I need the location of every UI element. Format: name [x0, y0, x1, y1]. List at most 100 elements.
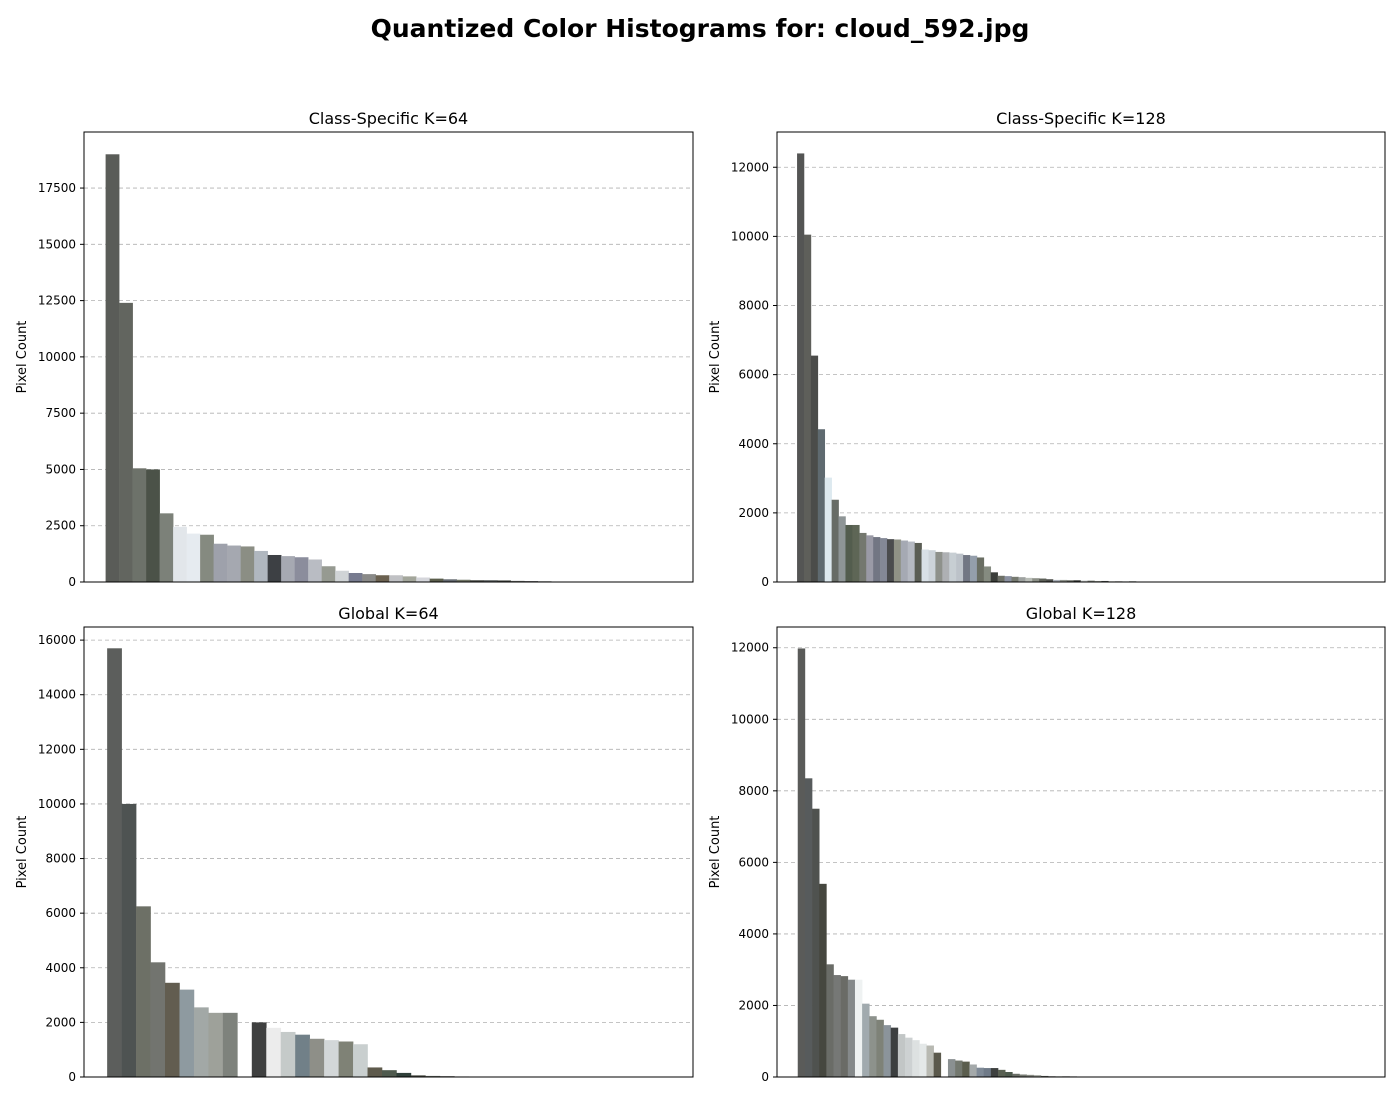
- histogram-bar: [949, 552, 957, 582]
- histogram-bar: [308, 559, 322, 582]
- histogram-bar: [309, 1038, 325, 1077]
- y-tick-label: 7500: [45, 406, 76, 420]
- histogram-bar: [281, 556, 295, 582]
- histogram-bar: [510, 580, 525, 582]
- y-tick-label: 16000: [38, 633, 76, 647]
- histogram-bar: [267, 554, 282, 582]
- histogram-bar: [240, 546, 255, 582]
- histogram-bar: [294, 557, 309, 582]
- histogram-bar: [1032, 578, 1040, 582]
- histogram-bar: [107, 648, 122, 1077]
- histogram-bar: [812, 808, 820, 1077]
- y-tick-label: 4000: [738, 437, 769, 451]
- histogram-bar: [880, 538, 888, 582]
- histogram-bar: [935, 551, 943, 582]
- histogram-bar: [921, 549, 929, 582]
- histogram-bar: [410, 1075, 426, 1077]
- y-tick-label: 12000: [38, 742, 76, 756]
- histogram-bar: [998, 1069, 1006, 1077]
- y-axis-label: Pixel Count: [15, 816, 30, 889]
- y-tick-label: 17500: [38, 181, 76, 195]
- histogram-bar: [847, 979, 856, 1077]
- chart-title-global-k-128: Global K=128: [1026, 604, 1137, 623]
- histogram-bar: [990, 1068, 999, 1077]
- histogram-bar: [852, 524, 860, 582]
- histogram-bar: [208, 1012, 224, 1077]
- y-tick-label: 8000: [738, 784, 769, 798]
- y-tick-label: 4000: [45, 961, 76, 975]
- y-tick-label: 6000: [45, 906, 76, 920]
- y-tick-label: 5000: [45, 462, 76, 476]
- y-tick-label: 0: [761, 575, 769, 589]
- chart-title-class-specific-k-64: Class-Specific K=64: [309, 109, 468, 128]
- y-tick-label: 10000: [731, 229, 769, 243]
- histogram-bar: [826, 964, 834, 1077]
- histogram-bar: [227, 545, 241, 582]
- histogram-bar: [862, 1003, 870, 1077]
- histogram-bar: [266, 1027, 282, 1077]
- histogram-bar: [976, 1067, 985, 1077]
- histogram-bar: [396, 1072, 412, 1077]
- y-tick-label: 15000: [38, 237, 76, 251]
- y-axis-label: Pixel Count: [708, 816, 723, 889]
- histogram-bar: [912, 1040, 920, 1077]
- histogram-bar: [907, 541, 915, 582]
- plot-frame: [83, 626, 694, 1078]
- histogram-bar: [165, 982, 180, 1077]
- histogram-bar: [353, 1044, 368, 1077]
- histogram-bar: [804, 778, 813, 1077]
- histogram-bar: [1094, 580, 1102, 582]
- chart-title-global-k-64: Global K=64: [338, 604, 438, 623]
- histogram-bar: [121, 803, 137, 1077]
- y-tick-label: 4000: [738, 927, 769, 941]
- y-tick-label: 2000: [738, 998, 769, 1012]
- histogram-bar: [963, 555, 971, 582]
- histogram-bar: [1005, 1071, 1013, 1077]
- y-tick-label: 6000: [738, 855, 769, 869]
- figure-title: Quantized Color Histograms for: cloud_59…: [370, 14, 1030, 43]
- histogram-bar: [905, 1037, 913, 1077]
- histogram-bar: [348, 572, 363, 582]
- histogram-bar: [893, 539, 902, 582]
- histogram-bar: [1059, 579, 1068, 582]
- histogram-bar: [810, 355, 819, 582]
- histogram-bar: [362, 574, 376, 582]
- histogram-bar: [831, 499, 839, 582]
- histogram-bar: [1073, 580, 1081, 582]
- histogram-bar: [470, 580, 484, 582]
- histogram-bar: [997, 575, 1005, 582]
- histogram-bar: [883, 1025, 892, 1077]
- histogram-bar: [1012, 1073, 1020, 1077]
- histogram-bar: [1046, 579, 1054, 582]
- histogram-bar: [1018, 577, 1026, 582]
- histogram-bar: [866, 535, 874, 582]
- histogram-bar: [933, 1052, 942, 1077]
- histogram-bar: [416, 577, 430, 582]
- histogram-bar: [173, 526, 187, 582]
- histogram-bar: [890, 1027, 899, 1077]
- histogram-bar: [976, 557, 985, 582]
- histogram-bar: [955, 1060, 963, 1077]
- y-tick-label: 8000: [738, 299, 769, 313]
- histogram-bar: [389, 575, 403, 582]
- histogram-bar: [876, 1019, 884, 1077]
- histogram-bar: [873, 537, 881, 582]
- y-tick-label: 2500: [45, 519, 76, 533]
- histogram-bar: [338, 1041, 354, 1077]
- histogram-bar: [838, 516, 846, 582]
- histogram-bar: [854, 979, 863, 1077]
- histogram-bar: [1101, 580, 1109, 582]
- histogram-bar: [375, 575, 390, 582]
- histogram-bar: [497, 580, 512, 582]
- histogram-bar: [443, 579, 457, 582]
- y-tick-label: 8000: [45, 852, 76, 866]
- chart-title-class-specific-k-128: Class-Specific K=128: [996, 109, 1166, 128]
- histogram-bar: [840, 976, 849, 1077]
- histogram-bar: [947, 1059, 956, 1077]
- histogram-bar: [942, 552, 950, 582]
- histogram-bar: [969, 1064, 977, 1077]
- y-tick-label: 2000: [45, 1015, 76, 1029]
